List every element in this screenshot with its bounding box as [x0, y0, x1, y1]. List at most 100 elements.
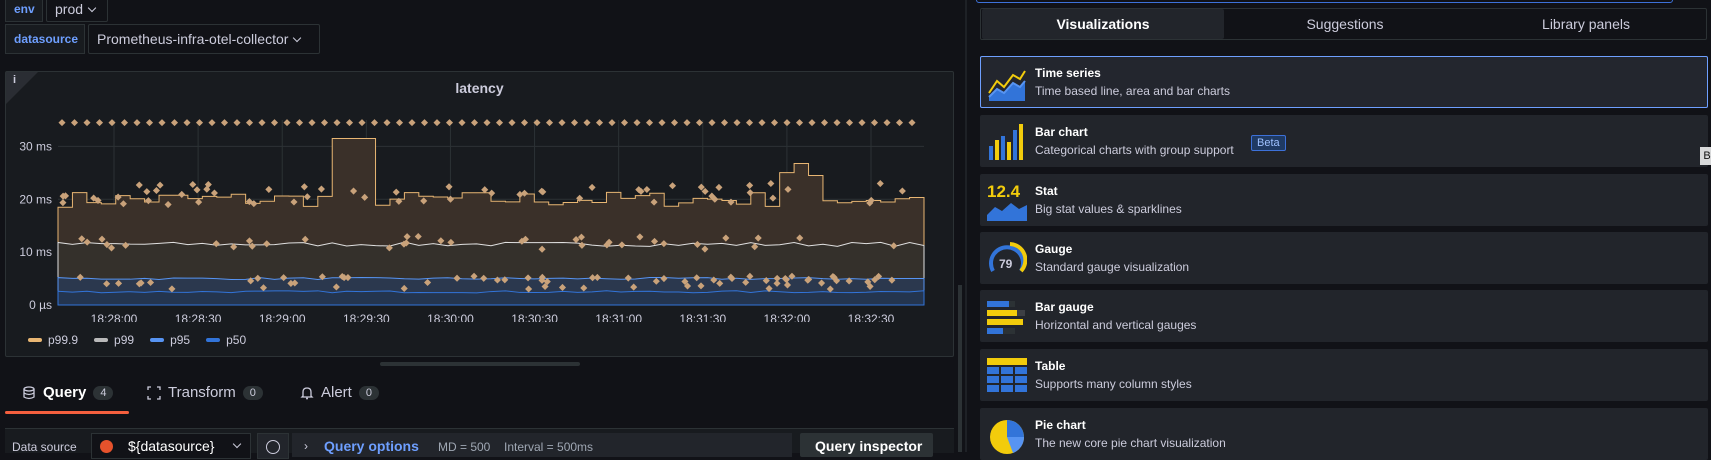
help-button[interactable] [257, 433, 289, 459]
card-title: Bar gauge [1035, 300, 1094, 314]
viz-tab-bar: Visualizations Suggestions Library panel… [980, 8, 1707, 40]
scatter-point [420, 197, 428, 205]
tab-alert[interactable]: Alert 0 [300, 384, 379, 401]
x-tick-label: 18:32:00 [764, 312, 811, 322]
card-description: Big stat values & sparklines [1035, 202, 1182, 216]
scatter-point [668, 182, 677, 190]
tab-suggestions[interactable]: Suggestions [1224, 9, 1466, 39]
card-title: Pie chart [1035, 418, 1086, 432]
scatter-point [83, 119, 91, 127]
chevron-down-icon [87, 3, 97, 12]
viz-search-input[interactable] [976, 0, 1673, 3]
latency-panel[interactable]: i latency 0 µs 10 ms 20 ms 30 ms 18:28:00 18… [5, 71, 954, 357]
series-areas [57, 138, 925, 306]
scatter-point [783, 281, 792, 289]
tab-suggestions-label: Suggestions [1306, 16, 1384, 32]
scatter-point [543, 278, 551, 286]
x-tick-label: 18:28:00 [91, 312, 138, 322]
series-points [58, 119, 916, 293]
viz-card-gauge[interactable]: 79 Gauge Standard gauge visualization [980, 232, 1708, 284]
scatter-point [458, 119, 466, 127]
scatter-point [643, 185, 651, 194]
scatter-point [103, 240, 111, 249]
scatter-point [508, 119, 516, 127]
viz-card-bar-chart[interactable]: Bar chart Categorical charts with group … [980, 115, 1708, 167]
scatter-point [168, 285, 176, 293]
scatter-point [788, 272, 796, 280]
scatter-point [414, 232, 422, 241]
pane-splitter[interactable] [958, 285, 962, 452]
tab-transform[interactable]: Transform 0 [147, 384, 263, 401]
y-tick-label: 0 µs [29, 298, 52, 312]
scatter-point [593, 273, 601, 281]
panel-info-corner[interactable] [6, 72, 38, 104]
card-description: Categorical charts with group support [1035, 143, 1234, 157]
tab-query[interactable]: Query 4 [22, 384, 114, 401]
card-description: Standard gauge visualization [1035, 260, 1190, 274]
datasource-picker[interactable]: ${datasource} [91, 433, 251, 459]
card-title: Time series [1035, 66, 1101, 80]
scatter-point [143, 188, 151, 196]
scatter-point [303, 193, 311, 201]
scatter-point [578, 241, 586, 249]
chevron-down-icon [232, 439, 242, 449]
legend-label: p95 [170, 333, 191, 347]
legend-item[interactable]: p50 [206, 333, 246, 347]
tab-library-panels[interactable]: Library panels [1466, 9, 1706, 39]
env-variable-select[interactable]: prod [46, 0, 108, 22]
scatter-point [695, 119, 704, 127]
scatter-point [488, 189, 496, 197]
viz-card-stat[interactable]: 12.4 Stat Big stat values & sparklines [980, 174, 1708, 226]
scatter-point [746, 189, 754, 197]
chevron-right-icon: › [304, 439, 308, 453]
scatter-point [701, 245, 709, 253]
env-value: prod [55, 1, 84, 17]
scatter-point [59, 199, 67, 207]
scatter-point [453, 274, 461, 282]
scatter-point [888, 276, 896, 284]
info-icon[interactable]: i [13, 74, 17, 86]
viz-card-table[interactable]: Table Supports many column styles [980, 349, 1708, 401]
scatter-point [178, 190, 186, 198]
scatter-point [400, 284, 408, 292]
query-options-toggle[interactable]: › Query options MD = 500 Interval = 500m… [292, 433, 792, 457]
scatter-point [98, 235, 106, 243]
scatter-point [830, 273, 838, 281]
query-inspector-button[interactable]: Query inspector [800, 433, 933, 457]
viz-card-time-series[interactable]: Time series Time based line, area and ba… [980, 56, 1708, 108]
stat-icon: 12.4 [987, 182, 1027, 221]
scatter-point [147, 278, 155, 287]
tab-visualizations[interactable]: Visualizations [982, 9, 1224, 39]
database-icon [23, 385, 35, 399]
scatter-point [361, 193, 369, 201]
card-title: Stat [1035, 184, 1058, 198]
scatter-point [595, 119, 604, 127]
legend-label: p50 [226, 333, 247, 347]
legend-item[interactable]: p99.9 [28, 333, 78, 347]
scatter-point [403, 233, 411, 241]
viz-card-bar-gauge[interactable]: Bar gauge Horizontal and vertical gauges [980, 290, 1708, 342]
legend-item[interactable]: p95 [150, 333, 190, 347]
panel-resize-handle[interactable] [380, 362, 580, 366]
legend-item[interactable]: p99 [94, 333, 134, 347]
scatter-point [122, 241, 130, 249]
scatter-point [650, 198, 658, 206]
scatter-point [170, 119, 179, 127]
scatter-point [858, 119, 866, 127]
scatter-point [70, 119, 79, 127]
scatter-point [908, 119, 916, 127]
scatter-point [635, 186, 643, 194]
scatter-point [742, 278, 750, 286]
card-description: The new core pie chart visualization [1035, 436, 1226, 450]
scatter-point [633, 119, 641, 127]
scatter-point [345, 119, 354, 127]
scatter-point [245, 237, 254, 245]
datasource-variable-select[interactable]: Prometheus-infra-otel-collector [88, 24, 320, 54]
scatter-point [350, 187, 358, 195]
scatter-point [291, 279, 299, 287]
scatter-point [518, 237, 526, 245]
scatter-point [233, 119, 241, 127]
viz-card-pie-chart[interactable]: Pie chart The new core pie chart visuali… [980, 408, 1708, 460]
scatter-point [630, 283, 638, 291]
